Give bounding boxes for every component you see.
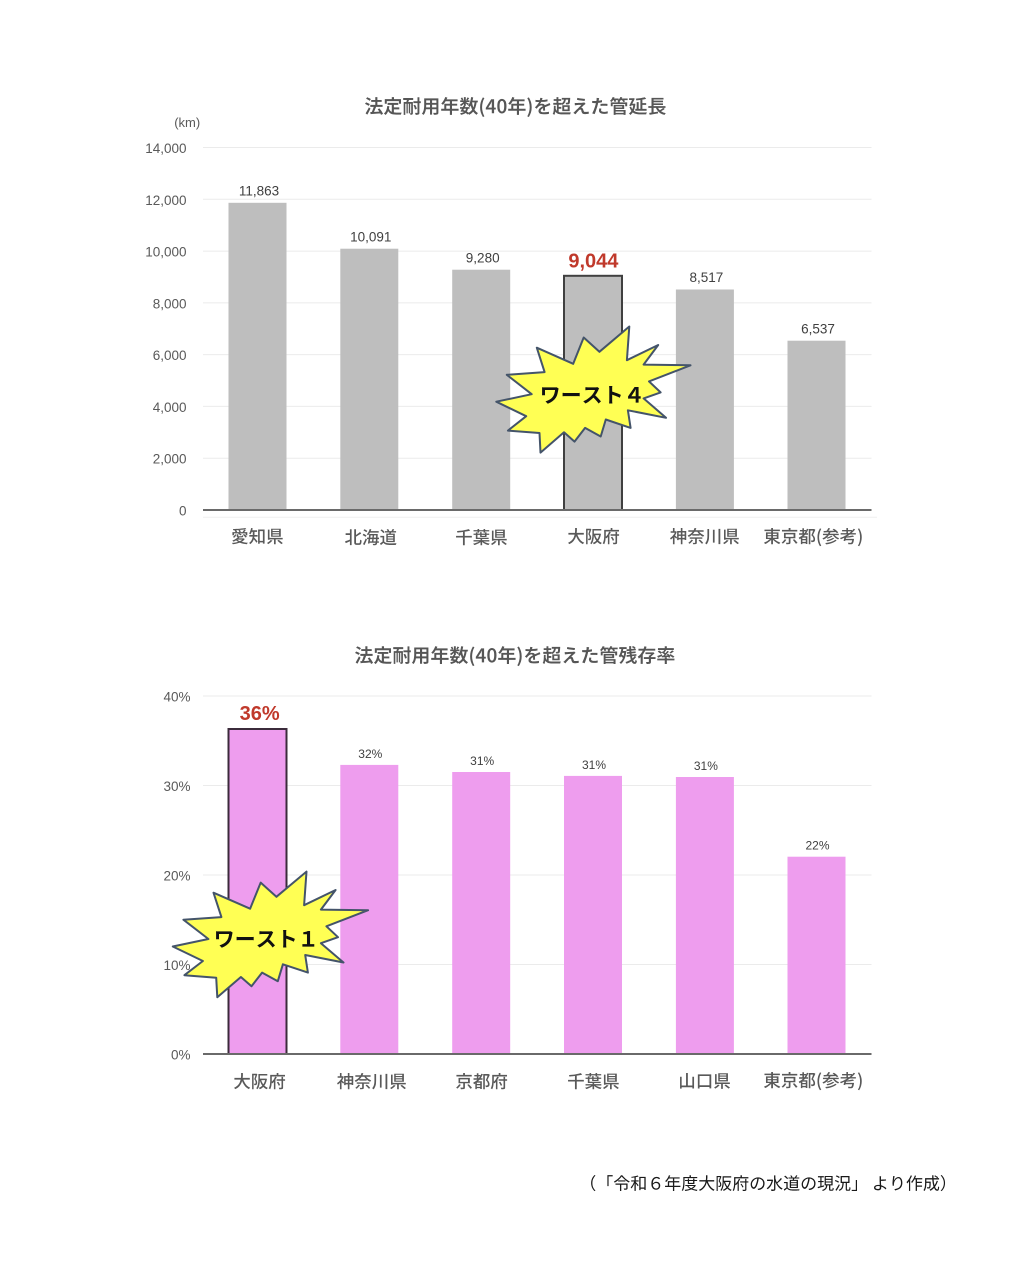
svg-text:12,000: 12,000 bbox=[145, 193, 186, 208]
svg-text:10%: 10% bbox=[163, 958, 190, 973]
svg-text:10,000: 10,000 bbox=[145, 245, 186, 260]
svg-text:31%: 31% bbox=[694, 759, 718, 773]
svg-text:11,863: 11,863 bbox=[239, 184, 279, 199]
svg-text:8,000: 8,000 bbox=[153, 296, 187, 311]
svg-text:6,000: 6,000 bbox=[153, 348, 187, 363]
svg-text:40%: 40% bbox=[163, 690, 190, 705]
svg-text:2,000: 2,000 bbox=[153, 452, 187, 467]
svg-text:20%: 20% bbox=[163, 869, 190, 884]
svg-text:30%: 30% bbox=[163, 779, 190, 794]
svg-text:0%: 0% bbox=[171, 1048, 191, 1063]
svg-text:6,537: 6,537 bbox=[801, 322, 835, 337]
svg-text:31%: 31% bbox=[470, 754, 494, 768]
svg-text:31%: 31% bbox=[582, 758, 606, 772]
svg-text:14,000: 14,000 bbox=[145, 141, 186, 156]
svg-text:0: 0 bbox=[179, 504, 187, 519]
svg-text:9,044: 9,044 bbox=[568, 251, 619, 273]
svg-text:(km): (km) bbox=[174, 115, 200, 130]
svg-text:9,280: 9,280 bbox=[466, 250, 500, 265]
svg-text:22%: 22% bbox=[805, 839, 829, 853]
svg-text:4,000: 4,000 bbox=[153, 400, 187, 415]
svg-text:8,517: 8,517 bbox=[690, 270, 724, 285]
svg-text:10,091: 10,091 bbox=[350, 229, 391, 244]
svg-text:36%: 36% bbox=[240, 703, 280, 725]
svg-text:32%: 32% bbox=[358, 747, 382, 761]
